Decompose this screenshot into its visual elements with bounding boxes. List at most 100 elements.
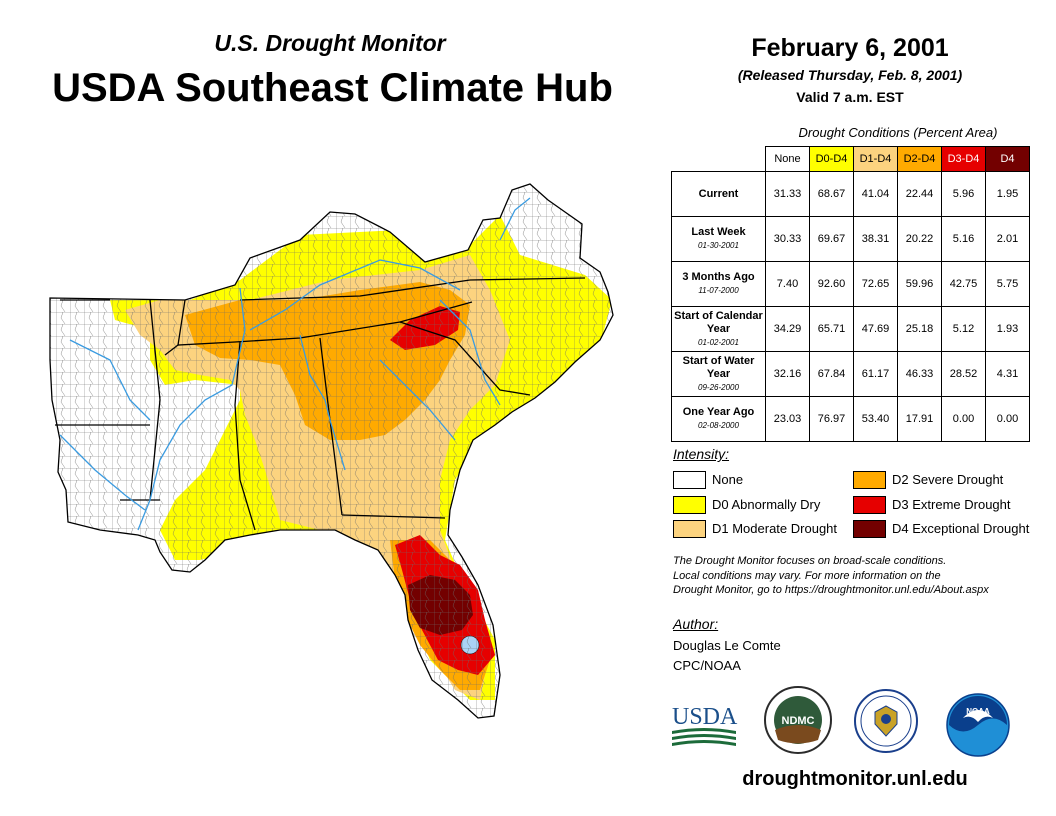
table-cell: 23.03 — [765, 396, 810, 442]
legend-item-d0: D0 Abnormally Dry — [673, 496, 843, 514]
table-cell: 7.40 — [765, 261, 810, 307]
legend-label: D1 Moderate Drought — [712, 521, 838, 536]
table-row: 3 Months Ago 11-07-2000 7.40 92.60 72.65 59.9… — [671, 261, 1030, 307]
rivers — [59, 197, 531, 531]
table-cell: 2.01 — [985, 216, 1030, 262]
row-label: Start of Water Year 09-26-2000 — [671, 351, 766, 397]
col-header-d3-d4: D3-D4 — [941, 146, 986, 172]
table-cell: 4.31 — [985, 351, 1030, 397]
table-caption: Drought Conditions (Percent Area) — [798, 125, 998, 140]
col-header-none: None — [765, 146, 810, 172]
table-cell: 31.33 — [765, 171, 810, 217]
legend-label: None — [712, 472, 744, 487]
row-label-date: 01-30-2001 — [698, 241, 739, 250]
table-cell: 38.31 — [853, 216, 898, 262]
table-cell: 61.17 — [853, 351, 898, 397]
map-subtitle: U.S. Drought Monitor — [214, 30, 446, 56]
table-cell: 5.75 — [985, 261, 1030, 307]
drought-conditions-table: None D0-D4 D1-D4 D2-D4 D3-D4 D4 Current 3… — [671, 146, 1030, 442]
footer-url[interactable]: droughtmonitor.unl.edu — [742, 768, 968, 790]
row-label-date: 02-08-2000 — [698, 421, 739, 430]
legend-swatch — [673, 471, 706, 489]
legend-swatch — [853, 496, 886, 514]
table-corner — [672, 147, 766, 172]
table-cell: 41.04 — [853, 171, 898, 217]
legend-swatch — [673, 496, 706, 514]
table-cell: 22.44 — [897, 171, 942, 217]
table-cell: 68.67 — [809, 171, 854, 217]
note-line: Drought Monitor, go to https://droughtmo… — [673, 584, 989, 596]
noaa-logo: NOAA — [946, 693, 1010, 757]
table-cell: 0.00 — [985, 396, 1030, 442]
row-label-date: 09-26-2000 — [698, 382, 739, 392]
disclaimer-note: The Drought Monitor focuses on broad-sca… — [673, 554, 1043, 598]
row-label: Current — [671, 171, 766, 217]
legend-title: Intensity: — [673, 446, 730, 462]
legend-item-none: None — [673, 471, 843, 489]
table-cell: 59.96 — [897, 261, 942, 307]
table-cell: 47.69 — [853, 306, 898, 352]
legend-label: D2 Severe Drought — [892, 472, 1004, 487]
table-header-row: None D0-D4 D1-D4 D2-D4 D3-D4 D4 — [672, 146, 1030, 172]
table-cell: 17.91 — [897, 396, 942, 442]
row-label-text: Start of Water Year — [682, 354, 755, 380]
doc-seal-logo — [854, 689, 918, 753]
table-cell: 20.22 — [897, 216, 942, 262]
legend-swatch — [673, 520, 706, 538]
valid-time: Valid 7 a.m. EST — [796, 89, 904, 105]
table-cell: 53.40 — [853, 396, 898, 442]
row-label-date: 11-07-2000 — [698, 286, 739, 295]
noaa-logo-text: NOAA — [966, 707, 990, 716]
table-cell: 0.00 — [941, 396, 986, 442]
note-line: The Drought Monitor focuses on broad-sca… — [673, 555, 947, 567]
author-org: CPC/NOAA — [673, 658, 741, 673]
table-cell: 5.16 — [941, 216, 986, 262]
table-row: Last Week 01-30-2001 30.33 69.67 38.31 20.22 5… — [671, 216, 1030, 262]
table-cell: 72.65 — [853, 261, 898, 307]
table-cell: 28.52 — [941, 351, 986, 397]
usda-logo-text: USDA — [672, 704, 738, 730]
table-cell: 30.33 — [765, 216, 810, 262]
table-row: Start of Calendar Year 01-02-2001 34.29 65.… — [671, 306, 1030, 352]
legend-item-d4: D4 Exceptional Drought — [853, 520, 1043, 538]
release-date: (Released Thursday, Feb. 8, 2001) — [737, 67, 963, 83]
row-label: 3 Months Ago 11-07-2000 — [671, 261, 766, 307]
row-label-text: 3 Months Ago — [682, 271, 755, 283]
row-label-date: 01-02-2001 — [698, 337, 739, 347]
note-line: Local conditions may vary. For more info… — [673, 569, 941, 582]
table-cell: 46.33 — [897, 351, 942, 397]
legend-item-d2: D2 Severe Drought — [853, 471, 1043, 489]
table-cell: 67.84 — [809, 351, 854, 397]
table-cell: 34.29 — [765, 306, 810, 352]
map-date: February 6, 2001 — [751, 34, 949, 62]
row-label-text: Current — [698, 187, 739, 200]
map-title: USDA Southeast Climate Hub — [52, 66, 613, 110]
table-cell: 1.93 — [985, 306, 1030, 352]
author-title: Author: — [673, 616, 719, 632]
legend-swatch — [853, 471, 886, 489]
legend-label: D0 Abnormally Dry — [712, 497, 821, 512]
table-cell: 25.18 — [897, 306, 942, 352]
state-borders — [49, 183, 614, 719]
table-cell: 42.75 — [941, 261, 986, 307]
col-header-d4: D4 — [985, 146, 1030, 172]
legend-item-d3: D3 Extreme Drought — [853, 496, 1043, 514]
ndmc-logo: NDMC — [764, 686, 832, 754]
row-label-text: Start of Calendar Year — [674, 309, 763, 335]
table-row: Current 31.33 68.67 41.04 22.44 5.96 1.95 — [671, 171, 1030, 217]
ndmc-logo-text: NDMC — [782, 715, 815, 727]
table-cell: 5.96 — [941, 171, 986, 217]
table-row: Start of Water Year 09-26-2000 32.16 67.84 6… — [671, 351, 1030, 397]
drought-map — [49, 183, 614, 719]
col-header-d0-d4: D0-D4 — [809, 146, 854, 172]
row-label: Last Week 01-30-2001 — [671, 216, 766, 262]
row-label-text: One Year Ago — [682, 406, 755, 418]
table-cell: 65.71 — [809, 306, 854, 352]
legend-swatch — [853, 520, 886, 538]
row-label: Start of Calendar Year 01-02-2001 — [671, 306, 766, 352]
table-cell: 5.12 — [941, 306, 986, 352]
table-cell: 1.95 — [985, 171, 1030, 217]
legend-label: D4 Exceptional Drought — [892, 521, 1030, 536]
legend-item-d1: D1 Moderate Drought — [673, 520, 843, 538]
usda-logo: USDA — [672, 704, 738, 746]
